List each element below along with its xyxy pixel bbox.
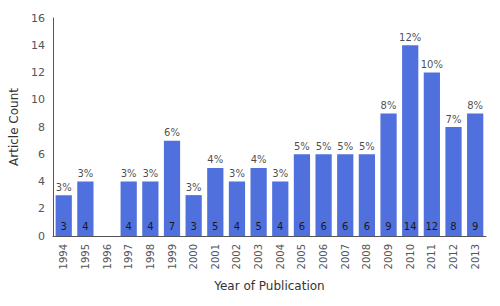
svg-text:2005: 2005 <box>296 244 307 269</box>
svg-text:4%: 4% <box>207 154 223 165</box>
svg-text:4: 4 <box>234 221 240 232</box>
svg-text:2000: 2000 <box>188 244 199 269</box>
svg-text:3%: 3% <box>186 182 202 193</box>
svg-text:6%: 6% <box>164 127 180 138</box>
svg-text:12: 12 <box>31 66 45 79</box>
svg-text:6: 6 <box>320 221 326 232</box>
svg-text:Year of Publication: Year of Publication <box>213 279 324 293</box>
svg-text:3%: 3% <box>142 168 158 179</box>
svg-text:1998: 1998 <box>145 244 156 269</box>
svg-text:12: 12 <box>425 221 438 232</box>
svg-text:4: 4 <box>82 221 88 232</box>
svg-text:6: 6 <box>38 148 45 161</box>
svg-text:4%: 4% <box>251 154 267 165</box>
svg-text:4: 4 <box>38 175 45 188</box>
svg-text:8: 8 <box>450 221 456 232</box>
svg-text:2010: 2010 <box>405 244 416 269</box>
svg-text:6: 6 <box>364 221 370 232</box>
svg-text:2002: 2002 <box>231 244 242 269</box>
svg-text:3%: 3% <box>121 168 137 179</box>
svg-text:8: 8 <box>38 121 45 134</box>
svg-text:5: 5 <box>255 221 261 232</box>
svg-text:7%: 7% <box>446 114 462 125</box>
svg-text:16: 16 <box>31 12 45 25</box>
svg-text:0: 0 <box>38 230 45 243</box>
svg-text:2: 2 <box>38 202 45 215</box>
svg-text:3%: 3% <box>229 168 245 179</box>
svg-text:1996: 1996 <box>102 244 113 269</box>
svg-text:14: 14 <box>404 221 417 232</box>
svg-text:3%: 3% <box>77 168 93 179</box>
svg-text:4: 4 <box>147 221 153 232</box>
svg-text:4: 4 <box>277 221 283 232</box>
svg-text:5%: 5% <box>316 141 332 152</box>
svg-text:Article Count: Article Count <box>7 88 21 166</box>
svg-text:8%: 8% <box>467 100 483 111</box>
svg-text:3: 3 <box>61 221 67 232</box>
svg-text:7: 7 <box>169 221 175 232</box>
svg-text:3%: 3% <box>272 168 288 179</box>
svg-text:12%: 12% <box>399 32 421 43</box>
svg-text:2001: 2001 <box>210 244 221 269</box>
svg-text:2007: 2007 <box>340 244 351 269</box>
svg-text:9: 9 <box>472 221 478 232</box>
svg-text:5%: 5% <box>359 141 375 152</box>
svg-text:2012: 2012 <box>448 244 459 269</box>
svg-text:10: 10 <box>31 93 45 106</box>
svg-text:1999: 1999 <box>167 244 178 269</box>
svg-text:4: 4 <box>126 221 132 232</box>
svg-text:1994: 1994 <box>58 244 69 269</box>
svg-text:5: 5 <box>212 221 218 232</box>
svg-text:2006: 2006 <box>318 244 329 269</box>
svg-text:9: 9 <box>385 221 391 232</box>
svg-text:6: 6 <box>342 221 348 232</box>
svg-text:2013: 2013 <box>470 244 481 269</box>
svg-text:5%: 5% <box>294 141 310 152</box>
svg-text:2008: 2008 <box>361 244 372 269</box>
svg-text:2011: 2011 <box>426 244 437 269</box>
svg-text:5%: 5% <box>337 141 353 152</box>
svg-text:3%: 3% <box>56 182 72 193</box>
svg-text:14: 14 <box>31 39 45 52</box>
svg-text:6: 6 <box>299 221 305 232</box>
svg-text:3: 3 <box>190 221 196 232</box>
svg-text:10%: 10% <box>421 59 443 70</box>
svg-text:1997: 1997 <box>123 244 134 269</box>
svg-text:8%: 8% <box>381 100 397 111</box>
svg-text:1995: 1995 <box>80 244 91 269</box>
svg-text:2004: 2004 <box>275 244 286 269</box>
svg-text:2003: 2003 <box>253 244 264 269</box>
svg-text:2009: 2009 <box>383 244 394 269</box>
